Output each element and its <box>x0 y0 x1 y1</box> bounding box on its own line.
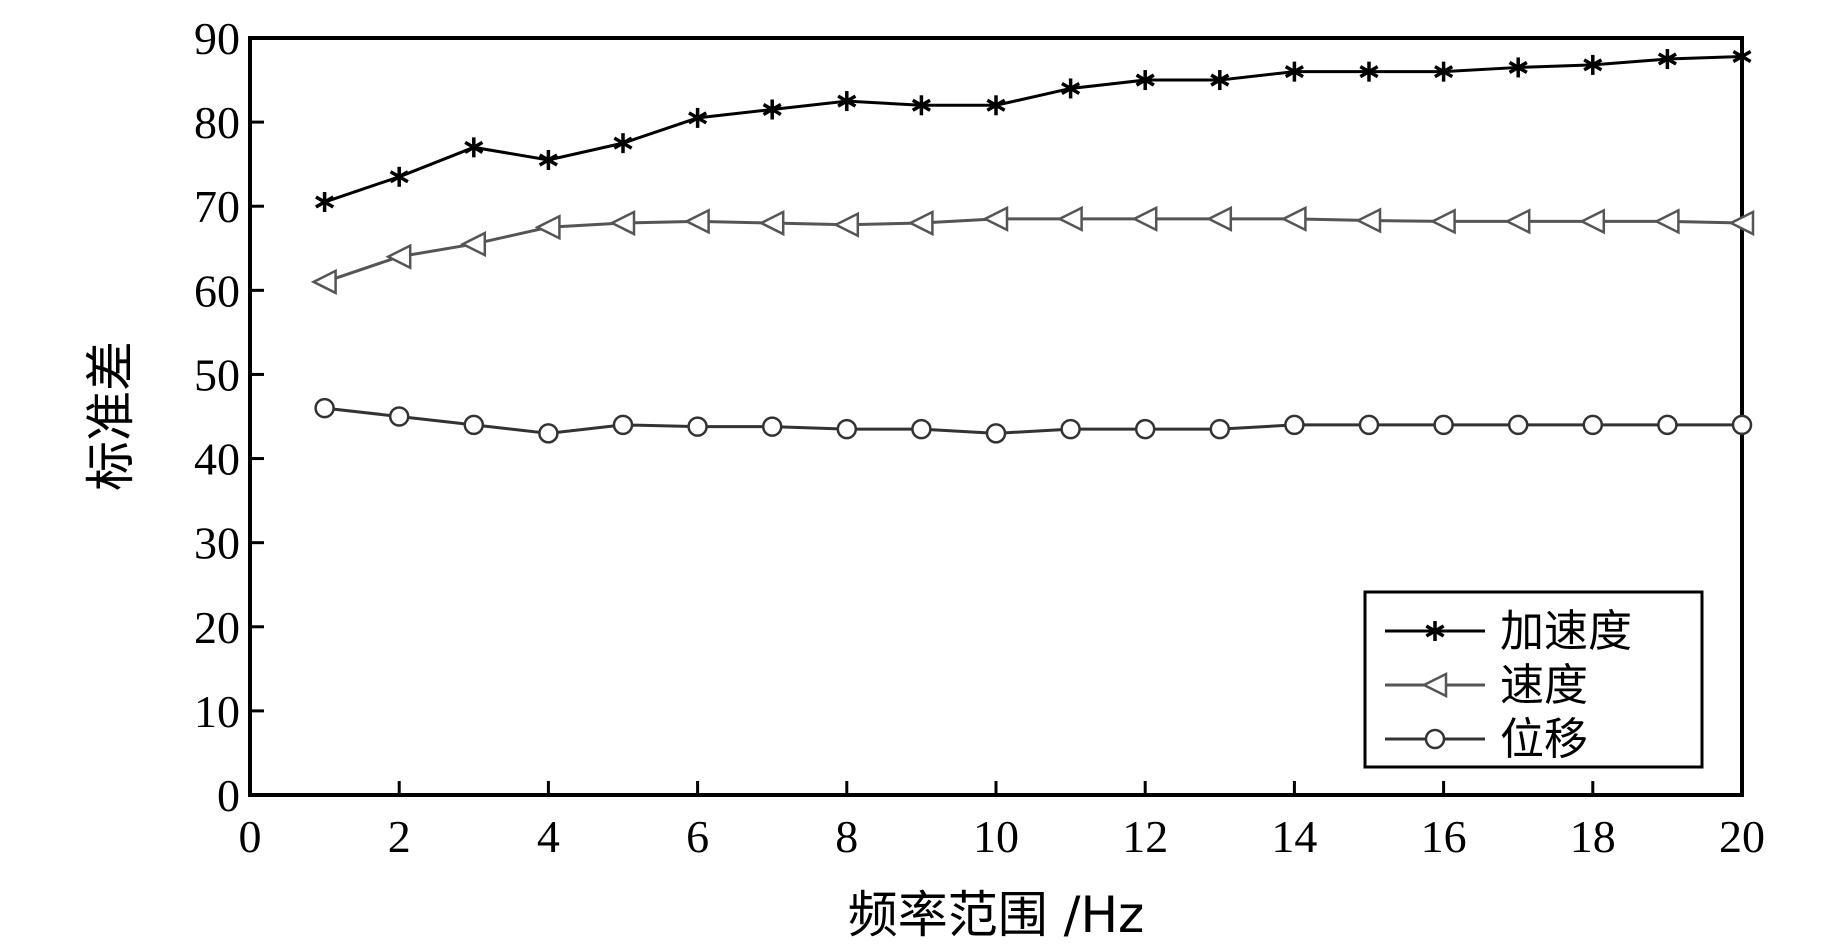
x-tick-label: 20 <box>1719 811 1765 862</box>
series-circle <box>314 397 1753 444</box>
x-tick-label: 14 <box>1271 811 1317 862</box>
data-point <box>1284 61 1304 82</box>
y-tick-label: 50 <box>194 349 240 400</box>
data-point <box>1358 414 1380 436</box>
data-point <box>1508 57 1528 78</box>
data-point <box>385 243 412 270</box>
data-point <box>1582 414 1604 436</box>
y-tick-label: 0 <box>217 770 240 821</box>
data-point <box>609 210 636 237</box>
data-point <box>1131 205 1158 232</box>
data-point <box>389 166 409 187</box>
data-point <box>538 149 558 170</box>
y-axis-label: 标准差 <box>82 341 140 491</box>
data-point <box>911 418 932 440</box>
x-tick-label: 4 <box>537 811 560 862</box>
data-point <box>1583 54 1603 75</box>
series-line <box>324 55 1743 204</box>
data-point <box>1060 418 1081 440</box>
y-axis-ticks: 0 10 20 30 40 50 60 70 80 90 <box>194 13 264 821</box>
data-point <box>315 192 335 213</box>
y-tick-label: 10 <box>194 686 240 737</box>
data-point <box>762 99 782 120</box>
x-tick-label: 8 <box>835 811 858 862</box>
x-tick-label: 18 <box>1570 811 1616 862</box>
data-point <box>985 423 1007 444</box>
series-triangle-left <box>310 205 1755 295</box>
data-point <box>1280 205 1307 232</box>
data-point <box>982 205 1009 232</box>
data-point <box>1728 210 1755 237</box>
data-point <box>836 418 858 440</box>
data-point <box>837 91 857 112</box>
data-point <box>761 416 783 437</box>
legend-marker <box>1425 621 1445 641</box>
series-asterisk <box>315 46 1752 213</box>
legend-label: 加速度 <box>1500 606 1632 657</box>
data-point <box>1653 208 1680 235</box>
y-tick-label: 30 <box>194 518 240 569</box>
data-point <box>1135 70 1155 91</box>
data-point <box>688 107 708 128</box>
x-tick-label: 2 <box>388 811 411 862</box>
data-point <box>1134 418 1156 440</box>
data-point <box>687 416 708 437</box>
data-point <box>1355 207 1382 234</box>
y-tick-label: 70 <box>194 181 240 232</box>
data-point <box>683 208 710 235</box>
data-point <box>1284 414 1305 436</box>
x-tick-label: 10 <box>973 811 1019 862</box>
data-point <box>538 423 559 444</box>
data-point <box>833 211 860 238</box>
data-point <box>1657 414 1678 436</box>
series-layer <box>310 46 1755 444</box>
x-tick-label: 16 <box>1421 811 1467 862</box>
data-point <box>1206 205 1233 232</box>
y-tick-label: 20 <box>194 602 240 653</box>
data-point <box>613 133 633 154</box>
data-point <box>1507 414 1529 436</box>
data-point <box>1433 414 1454 436</box>
x-axis-label: 频率范围 /Hz <box>848 886 1145 944</box>
data-point <box>460 231 487 258</box>
data-point <box>388 406 410 427</box>
legend-label: 位移 <box>1500 714 1588 765</box>
data-point <box>1579 208 1606 235</box>
data-point <box>310 268 337 295</box>
y-tick-label: 80 <box>194 97 240 148</box>
data-point <box>1056 205 1083 232</box>
x-tick-label: 12 <box>1122 811 1168 862</box>
data-point <box>986 95 1006 116</box>
data-point <box>1657 49 1677 70</box>
legend-label: 速度 <box>1500 660 1588 711</box>
data-point <box>1209 418 1231 440</box>
data-point <box>911 95 931 116</box>
legend-marker <box>1421 671 1448 699</box>
y-tick-label: 60 <box>194 265 240 316</box>
series-line <box>324 406 1742 435</box>
x-axis-ticks: 0 2 4 6 8 10 12 14 16 18 20 <box>239 781 1765 862</box>
data-point <box>314 397 335 419</box>
y-tick-label: 90 <box>194 13 240 64</box>
data-point <box>1429 208 1456 235</box>
legend-marker <box>1424 728 1446 750</box>
x-tick-label: 6 <box>686 811 709 862</box>
data-point <box>1732 46 1752 67</box>
data-point <box>612 414 634 436</box>
data-point <box>907 210 934 237</box>
x-tick-label: 0 <box>239 811 262 862</box>
y-tick-label: 40 <box>194 434 240 485</box>
data-point <box>464 137 484 158</box>
data-point <box>1504 208 1531 235</box>
data-point <box>1434 61 1454 82</box>
data-point <box>463 414 485 436</box>
data-point <box>1359 61 1379 82</box>
data-point <box>1731 414 1753 436</box>
data-point <box>1210 70 1230 91</box>
data-point <box>758 210 785 237</box>
data-point <box>1061 78 1081 99</box>
data-point <box>534 214 561 241</box>
